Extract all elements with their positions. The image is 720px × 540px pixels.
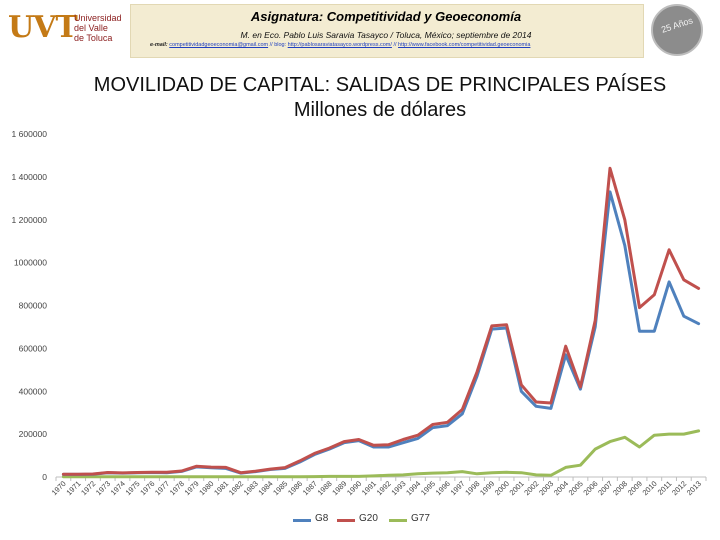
x-tick-label: 2001	[508, 479, 526, 497]
legend-swatch	[293, 519, 311, 522]
y-tick-label: 0	[42, 472, 47, 482]
facebook-link[interactable]: http://www.facebook.com/competitividad.g…	[398, 42, 531, 48]
x-tick-label: 2003	[537, 479, 555, 497]
y-tick-label: 1000000	[14, 258, 47, 268]
anniversary-badge: 25 Años	[651, 4, 703, 56]
x-tick-label: 2012	[670, 479, 688, 497]
x-tick-label: 1990	[345, 479, 363, 497]
x-tick-label: 2009	[626, 479, 644, 497]
y-tick-label: 200000	[19, 429, 48, 439]
x-tick-label: 1977	[153, 479, 171, 497]
x-tick-label: 1983	[242, 479, 260, 497]
x-tick-label: 1995	[419, 479, 437, 497]
chart-title: MOVILIDAD DE CAPITAL: SALIDAS DE PRINCIP…	[20, 73, 720, 123]
x-tick-label: 1973	[94, 479, 112, 497]
x-tick-label: 1987	[301, 479, 319, 497]
logo-text-line-1: Universidad	[74, 13, 122, 23]
x-tick-label: 1985	[271, 479, 289, 497]
x-tick-label: 1992	[375, 479, 393, 497]
y-tick-label: 1 400000	[12, 172, 48, 182]
series-line-g77	[61, 429, 701, 479]
x-tick-label: 1975	[124, 479, 142, 497]
logo-mark: UVT	[8, 10, 78, 45]
x-tick-label: 1971	[64, 479, 82, 497]
header-banner	[130, 4, 644, 58]
x-tick-label: 1982	[227, 479, 245, 497]
x-tick-label: 1974	[109, 479, 127, 497]
x-tick-label: 1972	[79, 479, 97, 497]
chart-legend: G8 G20 G77	[0, 513, 720, 527]
legend-label: G20	[359, 513, 378, 524]
x-tick-label: 2007	[596, 479, 614, 497]
x-tick-label: 1976	[138, 479, 156, 497]
y-tick-label: 600000	[19, 343, 48, 353]
logo-text-line-3: de Toluca	[74, 33, 113, 43]
x-tick-label: 2013	[685, 479, 703, 497]
x-tick-label: 1991	[360, 479, 378, 497]
x-tick-label: 2010	[641, 479, 659, 497]
email-link[interactable]: competitividadgeoeconomia@gmail.com	[169, 42, 269, 48]
x-tick-label: 1998	[463, 479, 481, 497]
chart-title-line-2: Millones de dólares	[293, 99, 467, 121]
x-tick-label: 1979	[183, 479, 201, 497]
contact-links: e-mail: competitividadgeoeconomia@gmail.…	[150, 42, 640, 48]
y-tick-label: 1 200000	[12, 215, 48, 225]
y-tick-label: 800000	[19, 301, 48, 311]
university-logo: UVT Universidad del Valle de Toluca	[4, 8, 126, 54]
x-tick-label: 1970	[50, 479, 68, 497]
facebook-label: //	[393, 42, 397, 48]
x-tick-label: 1981	[212, 479, 230, 497]
logo-text-line-2: del Valle	[74, 23, 108, 33]
y-tick-label: 1 600000	[12, 129, 48, 139]
course-title: Asignatura: Competitividad y Geoeconomía	[250, 9, 522, 24]
x-tick-label: 1989	[330, 479, 348, 497]
x-tick-label: 1980	[197, 479, 215, 497]
x-tick-label: 1988	[316, 479, 334, 497]
x-tick-label: 2002	[522, 479, 540, 497]
x-tick-label: 1993	[389, 479, 407, 497]
x-tick-label: 2004	[552, 479, 570, 497]
x-tick-label: 1994	[404, 479, 422, 497]
x-tick-label: 1984	[256, 479, 274, 497]
blog-link[interactable]: http://pablosaraviatasayco.wordpress.com…	[287, 42, 392, 48]
legend-swatch	[337, 519, 355, 522]
x-tick-label: 2000	[493, 479, 511, 497]
legend-label: G77	[411, 513, 430, 524]
x-tick-label: 2011	[656, 479, 674, 497]
x-tick-label: 1997	[449, 479, 467, 497]
x-tick-label: 1999	[478, 479, 496, 497]
x-tick-label: 2005	[567, 479, 585, 497]
y-tick-label: 400000	[19, 386, 48, 396]
legend-label: G8	[315, 513, 329, 524]
logo-text: Universidad del Valle de Toluca	[74, 13, 122, 43]
author-line: M. en Eco. Pablo Luis Saravia Tasayco / …	[240, 30, 532, 40]
chart-title-line-1: MOVILIDAD DE CAPITAL: SALIDAS DE PRINCIP…	[93, 74, 667, 96]
blog-label: // blog:	[269, 42, 287, 48]
x-tick-label: 2008	[611, 479, 629, 497]
x-tick-label: 1978	[168, 479, 186, 497]
email-label: e-mail:	[150, 42, 168, 48]
legend-swatch	[389, 519, 407, 522]
series-line-g20	[61, 166, 701, 476]
x-tick-label: 2006	[581, 479, 599, 497]
x-tick-label: 1996	[434, 479, 452, 497]
x-tick-label: 1986	[286, 479, 304, 497]
